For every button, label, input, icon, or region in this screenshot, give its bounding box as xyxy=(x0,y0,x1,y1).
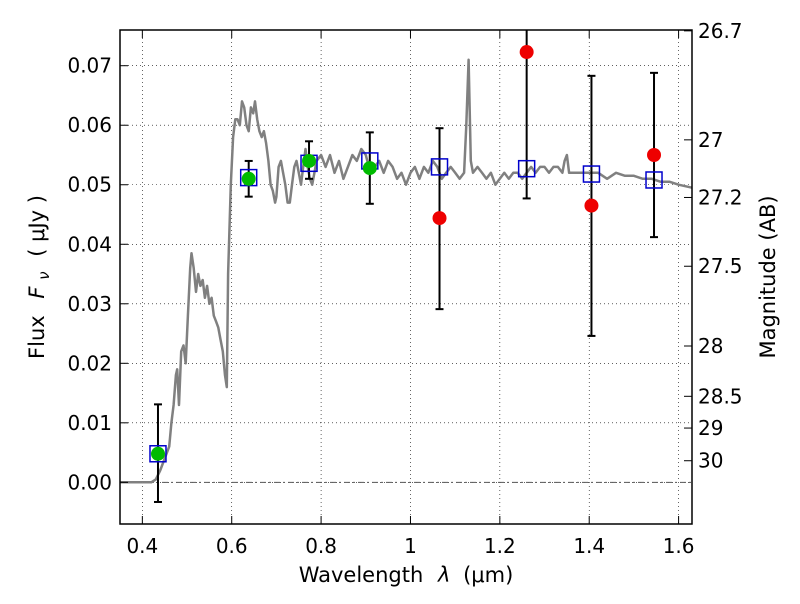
x-tick-label: 0.8 xyxy=(305,534,337,558)
plot-background xyxy=(120,30,692,524)
y2-axis-label: Magnitude (AB) xyxy=(756,195,780,358)
x-tick-label: 1.2 xyxy=(484,534,516,558)
tick-layer: 0.4 0.6 0.8 1 1.2 1.4 1.6 0.00 0.01 0.02 0.03 0.04 0… xyxy=(67,19,742,558)
non-detection-point xyxy=(647,147,662,162)
detection-point xyxy=(150,446,165,461)
detection-point xyxy=(362,161,377,176)
y2-tick-label: 27.2 xyxy=(698,185,743,209)
y-tick-label: 0.03 xyxy=(67,292,112,316)
model-photometry-square xyxy=(517,159,536,178)
detection-point xyxy=(241,171,256,186)
y2-tick-label: 27 xyxy=(698,128,723,152)
y2-tick-label: 27.5 xyxy=(698,254,743,278)
y2-tick-label: 29 xyxy=(698,416,723,440)
y-tick-label: 0.07 xyxy=(67,54,112,78)
model-photometry-square xyxy=(645,171,663,189)
y2-tick-label: 28 xyxy=(698,334,723,358)
y-axis-label: Flux xyxy=(25,315,49,359)
marker-layer xyxy=(149,45,663,463)
model-photometry-square xyxy=(430,158,449,176)
non-detection-point xyxy=(432,211,447,226)
y-tick-label: 0.00 xyxy=(67,470,112,494)
x-tick-label: 0.4 xyxy=(126,534,158,558)
y-tick-label: 0.04 xyxy=(67,232,112,256)
y-tick-label: 0.06 xyxy=(67,113,112,137)
y-tick-label: 0.01 xyxy=(67,411,112,435)
y-tick-label: 0.02 xyxy=(67,351,112,375)
x-tick-label: 1.6 xyxy=(663,534,695,558)
y2-tick-label: 30 xyxy=(698,449,723,473)
spectrum-layer xyxy=(120,58,693,484)
y-axis-symbol: F xyxy=(25,286,49,299)
y2-tick-label: 26.7 xyxy=(698,19,743,43)
x-axis-label: Wavelength xyxy=(299,563,424,587)
y2-axis-title: Magnitude (AB) xyxy=(756,195,780,358)
non-detection-point xyxy=(584,198,599,213)
y-tick-label: 0.05 xyxy=(67,173,112,197)
plot-frame xyxy=(119,29,693,525)
x-tick-label: 1.4 xyxy=(573,534,605,558)
y-axis-subscript: ν xyxy=(35,271,53,279)
y2-tick-label: 28.5 xyxy=(698,384,743,408)
model-photometry-square xyxy=(149,445,167,463)
non-detection-point xyxy=(519,45,534,60)
spectrum-line xyxy=(120,58,693,484)
detection-point xyxy=(302,153,317,168)
x-axis-symbol: λ xyxy=(437,563,450,587)
x-axis-title: Wavelength λ (μm) xyxy=(299,563,514,587)
x-axis-unit: (μm) xyxy=(463,563,513,587)
y-axis-unit: ( μJy ) xyxy=(25,195,49,257)
x-tick-label: 1 xyxy=(404,534,417,558)
x-tick-label: 0.6 xyxy=(216,534,248,558)
model-photometry-square xyxy=(582,165,601,183)
y-axis-title: Flux F ν ( μJy ) xyxy=(25,195,54,359)
